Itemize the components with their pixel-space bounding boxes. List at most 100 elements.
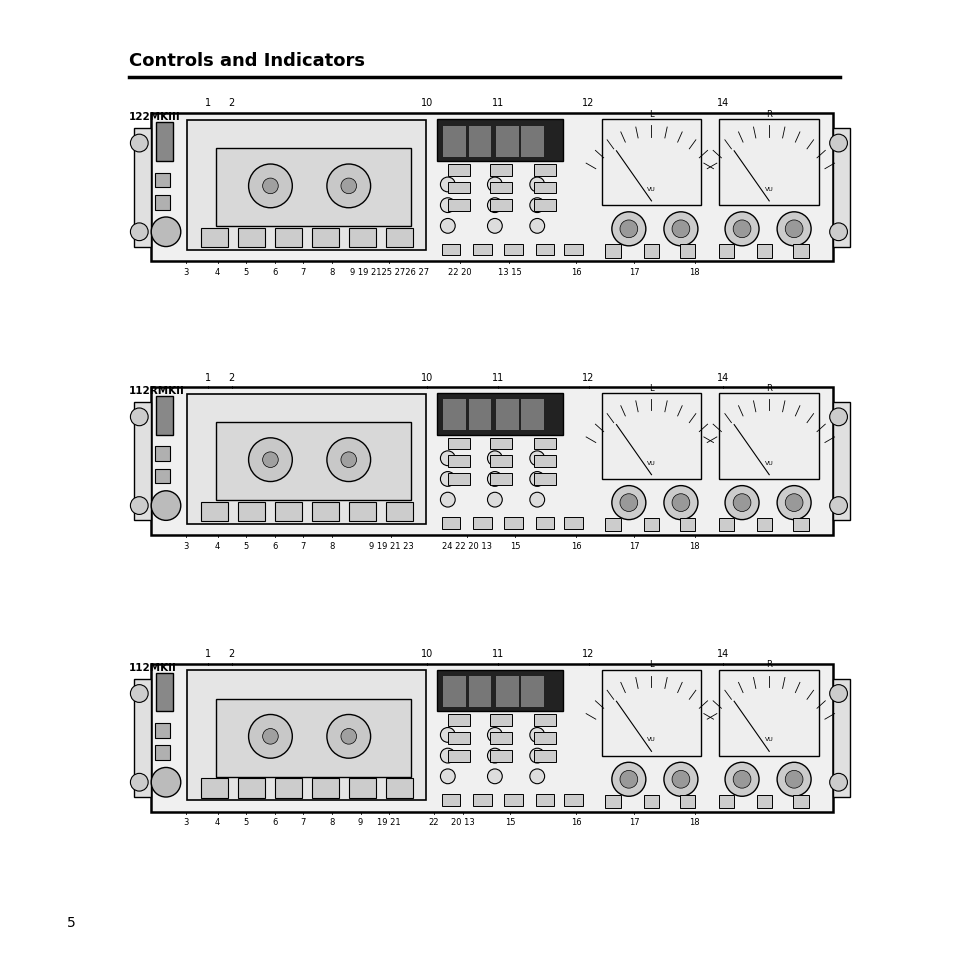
Circle shape bbox=[663, 213, 698, 247]
Text: 8: 8 bbox=[329, 268, 335, 276]
Text: R: R bbox=[765, 383, 771, 393]
Text: 3: 3 bbox=[183, 268, 189, 276]
Text: 2: 2 bbox=[229, 373, 234, 382]
Bar bbox=[496, 400, 518, 431]
Text: 11: 11 bbox=[492, 98, 503, 108]
Text: 5: 5 bbox=[67, 915, 75, 929]
Circle shape bbox=[671, 221, 689, 238]
Bar bbox=[215, 150, 411, 227]
Text: 19 21: 19 21 bbox=[377, 818, 400, 826]
Text: 6: 6 bbox=[272, 541, 277, 550]
Bar bbox=[154, 469, 170, 484]
Text: 2: 2 bbox=[229, 649, 234, 659]
Bar bbox=[447, 456, 469, 468]
Text: 12: 12 bbox=[582, 373, 594, 382]
Circle shape bbox=[733, 221, 750, 238]
Circle shape bbox=[733, 495, 750, 512]
Circle shape bbox=[487, 769, 501, 784]
Bar bbox=[436, 670, 562, 712]
Circle shape bbox=[131, 685, 148, 702]
Text: 3: 3 bbox=[183, 818, 189, 826]
Bar bbox=[534, 165, 556, 176]
Bar bbox=[520, 127, 543, 157]
Circle shape bbox=[829, 409, 846, 426]
Bar bbox=[238, 779, 264, 798]
Text: VU: VU bbox=[764, 737, 773, 741]
Circle shape bbox=[829, 774, 846, 791]
Bar bbox=[447, 438, 469, 450]
Text: 11: 11 bbox=[492, 373, 503, 382]
Bar bbox=[534, 182, 556, 194]
Circle shape bbox=[327, 715, 370, 759]
Bar bbox=[447, 750, 469, 761]
Circle shape bbox=[529, 178, 544, 193]
Bar bbox=[151, 388, 832, 536]
Text: 6: 6 bbox=[272, 268, 277, 276]
Circle shape bbox=[829, 685, 846, 702]
Bar bbox=[601, 670, 700, 756]
Bar bbox=[757, 245, 772, 258]
Circle shape bbox=[487, 748, 501, 763]
Text: VU: VU bbox=[646, 460, 655, 465]
Circle shape bbox=[724, 213, 759, 247]
Text: 5: 5 bbox=[243, 818, 249, 826]
Bar bbox=[718, 518, 733, 532]
Circle shape bbox=[671, 771, 689, 788]
Bar bbox=[473, 244, 491, 256]
Text: 9 19 21 23: 9 19 21 23 bbox=[369, 541, 413, 550]
Bar bbox=[793, 518, 808, 532]
Bar bbox=[215, 700, 411, 777]
Bar bbox=[496, 677, 518, 707]
Bar bbox=[155, 673, 172, 712]
Circle shape bbox=[487, 219, 501, 234]
Circle shape bbox=[733, 771, 750, 788]
Circle shape bbox=[529, 452, 544, 466]
Bar bbox=[275, 779, 301, 798]
Text: R: R bbox=[765, 659, 771, 669]
Bar bbox=[534, 200, 556, 212]
Text: VU: VU bbox=[764, 187, 773, 192]
Circle shape bbox=[440, 198, 455, 213]
Bar bbox=[679, 245, 695, 258]
Text: 24 22 20 13: 24 22 20 13 bbox=[442, 541, 492, 550]
Bar bbox=[275, 229, 301, 248]
Bar bbox=[504, 517, 522, 530]
Circle shape bbox=[131, 497, 148, 515]
Text: 11: 11 bbox=[492, 649, 503, 659]
Bar bbox=[563, 517, 582, 530]
Bar bbox=[643, 518, 659, 532]
Text: 13 15: 13 15 bbox=[497, 268, 520, 276]
Circle shape bbox=[611, 213, 645, 247]
Bar bbox=[520, 677, 543, 707]
Circle shape bbox=[663, 762, 698, 797]
Circle shape bbox=[340, 179, 356, 194]
Bar bbox=[832, 679, 849, 797]
Bar bbox=[349, 502, 375, 521]
Bar bbox=[468, 400, 491, 431]
Text: 122MKIII: 122MKIII bbox=[129, 112, 180, 121]
Bar bbox=[643, 245, 659, 258]
Bar bbox=[832, 130, 849, 248]
Bar bbox=[154, 195, 170, 211]
Bar bbox=[504, 794, 522, 806]
Text: 20 13: 20 13 bbox=[451, 818, 474, 826]
Circle shape bbox=[487, 178, 501, 193]
Circle shape bbox=[262, 453, 278, 468]
Bar bbox=[490, 750, 512, 761]
Circle shape bbox=[529, 493, 544, 508]
Circle shape bbox=[249, 715, 292, 759]
Bar bbox=[757, 795, 772, 808]
Bar bbox=[490, 715, 512, 726]
Bar bbox=[490, 474, 512, 485]
Circle shape bbox=[829, 135, 846, 152]
Circle shape bbox=[131, 774, 148, 791]
Circle shape bbox=[440, 178, 455, 193]
Bar bbox=[386, 502, 412, 521]
Text: 6: 6 bbox=[272, 818, 277, 826]
Bar bbox=[154, 723, 170, 739]
Bar bbox=[468, 127, 491, 157]
Circle shape bbox=[784, 495, 802, 512]
Text: 5: 5 bbox=[243, 268, 249, 276]
Bar bbox=[490, 165, 512, 176]
Circle shape bbox=[529, 728, 544, 742]
